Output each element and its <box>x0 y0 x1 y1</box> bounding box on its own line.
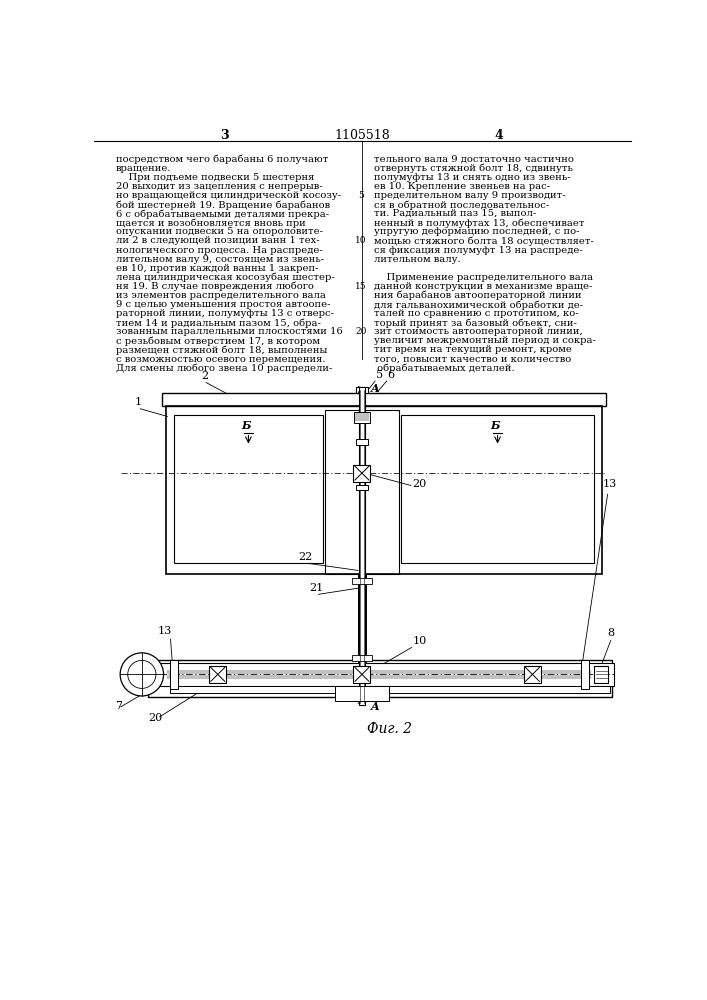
Bar <box>325 410 399 574</box>
Text: ев 10. Крепление звеньев на рас-: ев 10. Крепление звеньев на рас- <box>373 182 550 191</box>
Text: 20: 20 <box>412 479 426 489</box>
Text: 2: 2 <box>201 371 208 381</box>
Text: нологического процесса. На распреде-: нологического процесса. На распреде- <box>115 246 322 255</box>
Text: раторной линии, полумуфты 13 с отверс-: раторной линии, полумуфты 13 с отверс- <box>115 309 334 318</box>
Text: щается и возобновляется вновь при: щается и возобновляется вновь при <box>115 218 305 228</box>
Text: зованным параллельными плоскостями 16: зованным параллельными плоскостями 16 <box>115 327 342 336</box>
Text: 6: 6 <box>387 370 394 380</box>
Text: того, повысит качество и количество: того, повысит качество и количество <box>373 355 571 364</box>
Text: 20: 20 <box>148 713 163 723</box>
Text: A: A <box>371 383 380 394</box>
Text: 22: 22 <box>298 552 312 562</box>
Text: 15: 15 <box>356 282 367 291</box>
Bar <box>352 578 372 584</box>
Text: 1: 1 <box>135 397 142 407</box>
Text: вращение.: вращение. <box>115 164 171 173</box>
Bar <box>354 666 370 683</box>
Text: талей по сравнению с прототипом, ко-: талей по сравнению с прототипом, ко- <box>373 309 578 318</box>
Text: тит время на текущий ремонт, кроме: тит время на текущий ремонт, кроме <box>373 345 571 354</box>
Text: зит стоимость автооператорной линии,: зит стоимость автооператорной линии, <box>373 327 583 336</box>
Text: для гальванохимической обработки де-: для гальванохимической обработки де- <box>373 300 583 310</box>
Text: тельного вала 9 достаточно частично: тельного вала 9 достаточно частично <box>373 155 573 164</box>
Bar <box>580 660 589 689</box>
Text: торый принят за базовый объект, сни-: торый принят за базовый объект, сни- <box>373 318 576 328</box>
Text: ся в обратной последовательнос-: ся в обратной последовательнос- <box>373 200 549 210</box>
Text: тием 14 и радиальным пазом 15, обра-: тием 14 и радиальным пазом 15, обра- <box>115 318 320 328</box>
Text: 6 с обрабатываемыми деталями прекра-: 6 с обрабатываемыми деталями прекра- <box>115 209 329 219</box>
Text: бой шестерней 19. Вращение барабанов: бой шестерней 19. Вращение барабанов <box>115 200 329 210</box>
Text: ев 10, против каждой ванны 1 закреп-: ев 10, против каждой ванны 1 закреп- <box>115 264 318 273</box>
Text: лительном валу.: лительном валу. <box>373 255 460 264</box>
Text: отвернуть стяжной болт 18, сдвинуть: отвернуть стяжной болт 18, сдвинуть <box>373 164 573 173</box>
Text: Применение распределительного вала: Применение распределительного вала <box>373 273 592 282</box>
Text: Фиг. 2: Фиг. 2 <box>366 722 411 736</box>
Bar <box>356 485 368 490</box>
Text: но вращающейся цилиндрической косозу-: но вращающейся цилиндрической косозу- <box>115 191 341 200</box>
Text: размещен стяжной болт 18, выполнены: размещен стяжной болт 18, выполнены <box>115 345 327 355</box>
Text: 9 с целью уменьшения простоя автоопе-: 9 с целью уменьшения простоя автоопе- <box>115 300 330 309</box>
Bar <box>356 387 368 393</box>
Bar <box>148 663 614 686</box>
Bar <box>354 465 370 482</box>
Text: 3: 3 <box>220 129 228 142</box>
Text: ся фиксация полумуфт 13 на распреде-: ся фиксация полумуфт 13 на распреде- <box>373 246 583 255</box>
Text: из элементов распределительного вала: из элементов распределительного вала <box>115 291 325 300</box>
Text: 20: 20 <box>356 327 367 336</box>
Bar <box>174 415 323 563</box>
Text: 20 выходит из зацепления с непрерыв-: 20 выходит из зацепления с непрерыв- <box>115 182 322 191</box>
Bar <box>148 660 612 697</box>
Bar <box>209 666 226 683</box>
Bar <box>352 655 372 661</box>
Text: ти. Радиальный паз 15, выпол-: ти. Радиальный паз 15, выпол- <box>373 209 536 218</box>
Bar <box>595 666 609 683</box>
Bar <box>166 406 602 574</box>
Text: Б: Б <box>241 420 251 431</box>
Text: лена цилиндрическая косозубая шестер-: лена цилиндрическая косозубая шестер- <box>115 273 334 282</box>
Text: 7: 7 <box>115 701 122 711</box>
Bar <box>162 393 606 406</box>
Text: ненный в полумуфтах 13, обеспечивает: ненный в полумуфтах 13, обеспечивает <box>373 218 584 228</box>
Text: ния барабанов автооператорной линии: ния барабанов автооператорной линии <box>373 291 581 300</box>
Bar <box>356 439 368 445</box>
Text: Для смены любого звена 10 распредели-: Для смены любого звена 10 распредели- <box>115 364 332 373</box>
Text: 8: 8 <box>607 628 615 638</box>
Bar <box>401 415 595 563</box>
Text: 10: 10 <box>356 236 367 245</box>
Text: 4: 4 <box>495 129 503 142</box>
Bar <box>524 666 541 683</box>
Text: 13: 13 <box>158 626 173 636</box>
Text: Б: Б <box>491 420 500 431</box>
Text: ли 2 в следующей позиции ванн 1 тех-: ли 2 в следующей позиции ванн 1 тех- <box>115 236 319 245</box>
Text: 13: 13 <box>602 479 617 489</box>
Text: опускании подвески 5 на опороловите-: опускании подвески 5 на опороловите- <box>115 227 322 236</box>
Text: с возможностью осевого перемещения.: с возможностью осевого перемещения. <box>115 355 325 364</box>
Text: мощью стяжного болта 18 осуществляет-: мощью стяжного болта 18 осуществляет- <box>373 236 593 246</box>
Text: лительном валу 9, состоящем из звень-: лительном валу 9, состоящем из звень- <box>115 255 324 264</box>
Bar <box>354 412 370 423</box>
Text: посредством чего барабаны 6 получают: посредством чего барабаны 6 получают <box>115 155 328 164</box>
Bar <box>358 574 366 663</box>
Text: данной конструкции в механизме враще-: данной конструкции в механизме враще- <box>373 282 592 291</box>
Text: 5: 5 <box>376 370 383 380</box>
Text: с резьбовым отверстием 17, в котором: с резьбовым отверстием 17, в котором <box>115 336 320 346</box>
Text: пределительном валу 9 производит-: пределительном валу 9 производит- <box>373 191 565 200</box>
Text: обрабатываемых деталей.: обрабатываемых деталей. <box>373 364 514 373</box>
Bar <box>170 686 610 693</box>
Text: 10: 10 <box>412 636 426 646</box>
Text: ня 19. В случае повреждения любого: ня 19. В случае повреждения любого <box>115 282 313 291</box>
Text: полумуфты 13 и снять одно из звень-: полумуфты 13 и снять одно из звень- <box>373 173 571 182</box>
Ellipse shape <box>120 653 163 696</box>
Bar <box>170 660 178 689</box>
Text: При подъеме подвески 5 шестерня: При подъеме подвески 5 шестерня <box>115 173 314 182</box>
Bar <box>335 686 389 701</box>
Text: упругую деформацию последней, с по-: упругую деформацию последней, с по- <box>373 227 579 236</box>
Text: 21: 21 <box>309 583 324 593</box>
Text: 1105518: 1105518 <box>334 129 390 142</box>
Text: A: A <box>371 701 380 712</box>
Text: 5: 5 <box>358 191 364 200</box>
Text: увеличит межремонтный период и сокра-: увеличит межремонтный период и сокра- <box>373 336 595 345</box>
Bar <box>359 387 365 705</box>
